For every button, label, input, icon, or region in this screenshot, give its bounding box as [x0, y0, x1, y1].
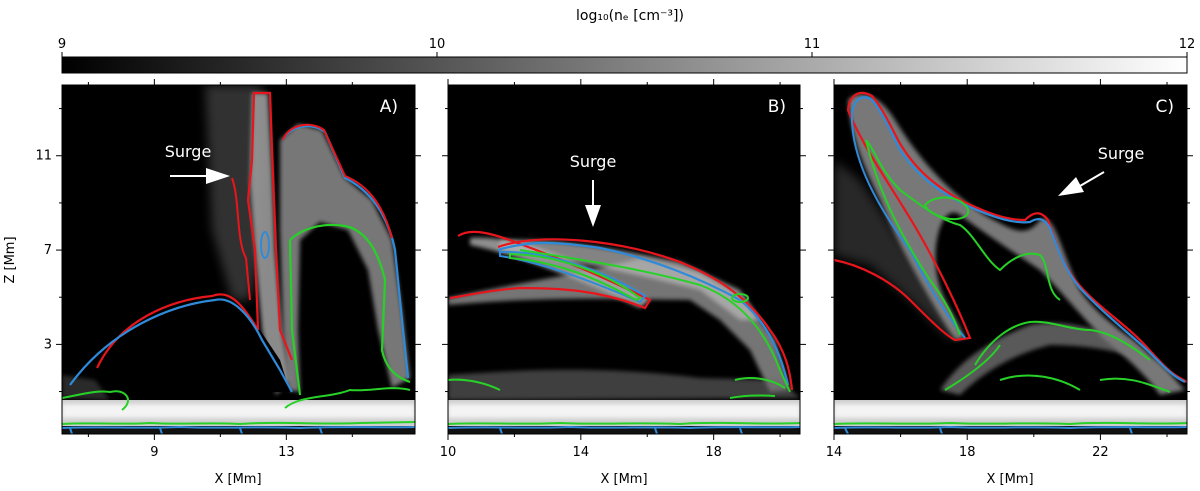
- panel-c-density-map: [834, 91, 1187, 434]
- surge-annotation-b: Surge: [570, 152, 617, 171]
- panel-c-ticks: 14 18 22: [826, 79, 1193, 460]
- panel-c: 14 18 22 C) Surge X [Mm]: [826, 79, 1193, 487]
- y-axis-label: Z [Mm]: [3, 236, 18, 283]
- red-contour: [449, 230, 652, 310]
- x-tick-label: 18: [959, 445, 976, 460]
- green-contour: [509, 252, 642, 302]
- x-tick-label: 14: [826, 445, 843, 460]
- panel-c-xlabel: X [Mm]: [986, 472, 1033, 487]
- x-tick-label: 18: [705, 445, 722, 460]
- x-tick-label: 14: [573, 445, 590, 460]
- panel-a: 9 13 3 7 11 A) Surge X [Mm] Z [Mm]: [3, 79, 421, 487]
- x-tick-label: 13: [278, 445, 295, 460]
- colorbar-ticks: 9 10 11 12: [58, 37, 1195, 57]
- panel-a-xlabel: X [Mm]: [214, 472, 261, 487]
- panel-b-density-map: [448, 230, 800, 434]
- green-contour: [289, 223, 411, 384]
- panel-a-label: A): [380, 97, 398, 117]
- colorbar-tick-label: 12: [1179, 37, 1196, 52]
- surge-plume: [205, 85, 262, 300]
- panel-c-label: C): [1155, 97, 1174, 117]
- colorbar-tick-label: 9: [58, 37, 66, 52]
- panel-a-density-map: [62, 85, 415, 434]
- loop-structure: [280, 124, 410, 392]
- panel-b-ticks: 10 14 18: [440, 79, 806, 460]
- surge-arch: [848, 94, 1185, 395]
- panel-b-frame: [447, 84, 801, 435]
- surge-annotation-c: Surge: [1098, 144, 1145, 163]
- y-tick-label: 7: [44, 243, 52, 258]
- panel-b-xlabel: X [Mm]: [600, 472, 647, 487]
- red-contour: [96, 91, 294, 369]
- colorbar: log₁₀(nₑ [cm⁻³]) 9 10 11 12: [58, 8, 1195, 74]
- panel-c-frame: [833, 84, 1188, 435]
- panel-a-ticks: 9 13 3 7 11: [35, 79, 421, 460]
- y-tick-label: 11: [35, 149, 52, 164]
- colorbar-label: log₁₀(nₑ [cm⁻³]): [576, 8, 684, 24]
- arrow-right-icon: [170, 168, 230, 184]
- x-tick-label: 22: [1092, 445, 1109, 460]
- dome-cavity: [62, 300, 290, 395]
- panel-a-frame: [61, 84, 416, 435]
- arrow-down-left-icon: [1058, 171, 1105, 196]
- green-contour: [865, 139, 1061, 336]
- colorbar-tick-label: 10: [429, 37, 446, 52]
- blue-contour: [497, 241, 790, 386]
- panel-b: 10 14 18 B) Surge X [Mm]: [440, 79, 806, 487]
- x-tick-label: 9: [150, 445, 158, 460]
- blue-contour: [69, 298, 293, 393]
- colorbar-tick-label: 11: [804, 37, 821, 52]
- x-tick-label: 10: [440, 445, 457, 460]
- arrow-down-icon: [585, 180, 601, 227]
- panel-b-label: B): [768, 97, 786, 117]
- y-tick-label: 3: [44, 337, 52, 352]
- surge-annotation-a: Surge: [165, 142, 212, 161]
- blue-contour: [850, 96, 1186, 383]
- colorbar-gradient: [61, 56, 1188, 74]
